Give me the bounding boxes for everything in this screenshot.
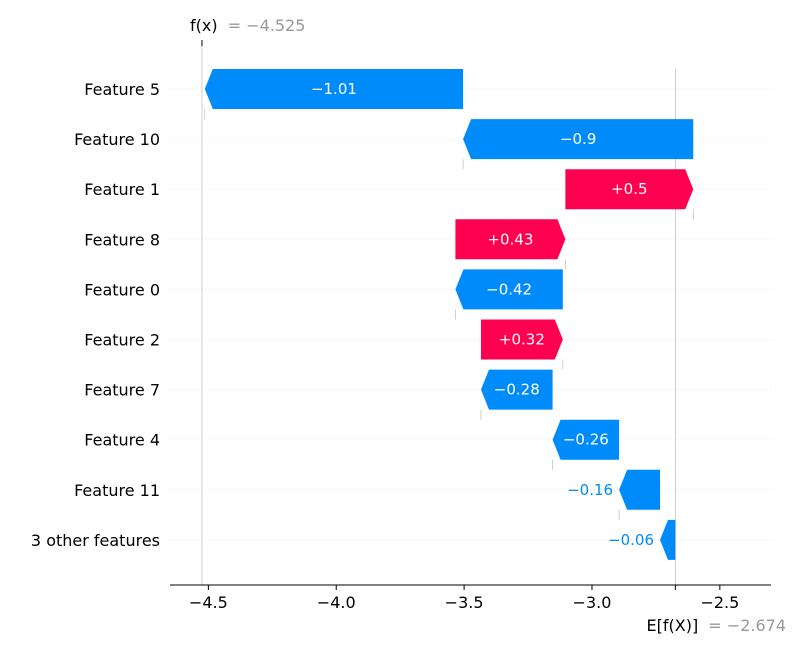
efx-label-text: E[f(X)]	[647, 616, 699, 635]
x-tick-label: −4.5	[189, 593, 228, 612]
waterfall-bar	[660, 519, 676, 560]
waterfall-bar	[552, 419, 620, 460]
bars-layer	[204, 69, 694, 560]
y-tick-label: Feature 5	[84, 80, 160, 99]
y-tick-label: Feature 10	[74, 130, 160, 149]
x-tick-label: −2.5	[700, 593, 739, 612]
x-tick-label: −4.0	[317, 593, 356, 612]
y-tick-label: Feature 0	[84, 280, 160, 299]
waterfall-bar	[565, 169, 694, 210]
waterfall-bar	[480, 369, 553, 410]
x-tick-label: −3.0	[573, 593, 612, 612]
bar-value-label: −0.42	[486, 280, 532, 298]
bar-value-label: −1.01	[311, 80, 357, 98]
bar-value-label: +0.43	[487, 230, 533, 248]
bar-value-label: +0.32	[499, 331, 545, 349]
x-axis: −4.5 −4.0 −3.5 −3.0 −2.5	[170, 584, 771, 612]
waterfall-bar	[480, 319, 563, 360]
y-tick-label: Feature 1	[84, 180, 160, 199]
efx-value-text: = −2.674	[708, 616, 786, 635]
waterfall-bar	[204, 69, 464, 109]
waterfall-bar	[463, 119, 694, 160]
bar-value-label: −0.26	[563, 431, 609, 449]
y-tick-label: Feature 4	[84, 431, 160, 450]
efx-label: E[f(X)] = −2.674	[647, 616, 786, 635]
bar-value-label: −0.28	[494, 381, 540, 399]
fx-label: f(x) = −4.525	[190, 16, 305, 35]
fx-value-text: = −4.525	[228, 16, 306, 35]
waterfall-bar	[455, 219, 566, 260]
x-tick-label: −3.5	[445, 593, 484, 612]
waterfall-bar	[619, 469, 661, 510]
bar-value-label: −0.16	[567, 481, 613, 499]
bar-value-label: −0.9	[560, 130, 596, 148]
waterfall-bar	[455, 269, 563, 310]
bar-value-label: −0.06	[608, 531, 654, 549]
y-tick-label: Feature 2	[84, 331, 160, 350]
labels-layer: Feature 5 −1.01 Feature 10 −0.9 Feature 1 +0.…	[31, 80, 654, 550]
fx-label-text: f(x)	[190, 16, 218, 35]
y-tick-label: Feature 7	[84, 381, 160, 400]
y-tick-label: 3 other features	[31, 531, 160, 550]
y-tick-label: Feature 8	[84, 230, 160, 249]
y-tick-label: Feature 11	[74, 481, 160, 500]
bar-value-label: +0.5	[611, 180, 647, 198]
